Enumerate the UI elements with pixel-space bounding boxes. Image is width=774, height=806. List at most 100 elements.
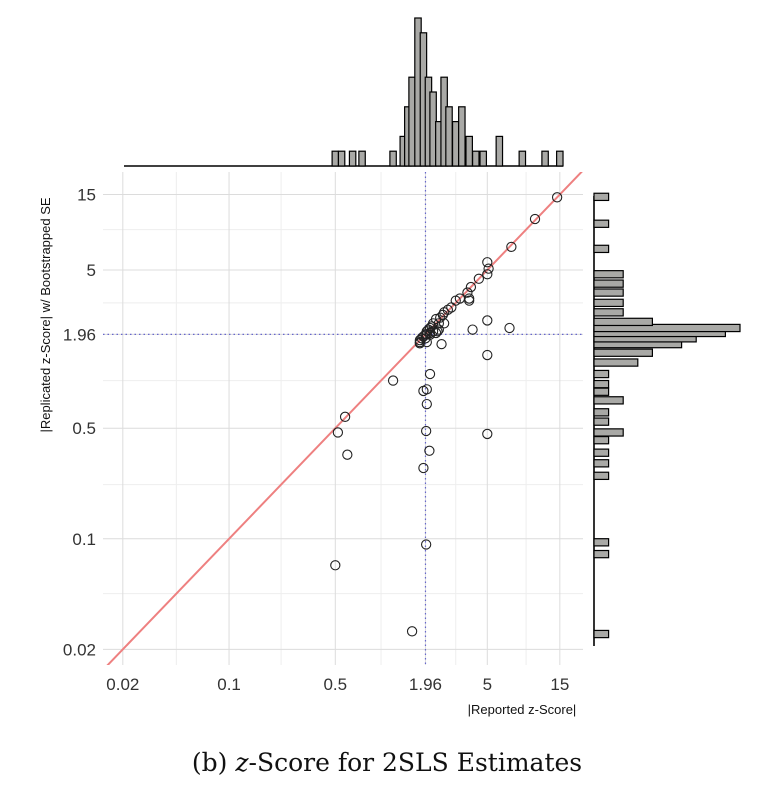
top-histogram-bar-23 bbox=[518, 150, 527, 167]
data-point-6 bbox=[473, 273, 485, 284]
caption-rest: -Score for 2SLS Estimates bbox=[248, 748, 583, 777]
y-tick-label-1: 0.1 bbox=[72, 530, 96, 549]
data-point-47 bbox=[387, 375, 399, 386]
data-point-32 bbox=[433, 324, 444, 335]
data-point-13 bbox=[446, 302, 457, 313]
data-point-17 bbox=[435, 312, 446, 323]
x-tick-labels: 0.02 0.1 0.5 1.96 5 15 bbox=[106, 675, 569, 694]
right-histogram-bar-8 bbox=[593, 417, 610, 426]
data-point-41 bbox=[482, 315, 493, 326]
y-tick-labels: 0.02 0.1 0.5 1.96 5 15 bbox=[63, 186, 96, 660]
right-histogram-bar-10 bbox=[593, 396, 624, 405]
y-tick-label-0: 0.02 bbox=[63, 640, 96, 659]
data-point-1 bbox=[529, 213, 541, 225]
data-point-46 bbox=[482, 349, 493, 361]
right-histogram-bar-21 bbox=[593, 308, 624, 317]
top-histogram-bar-19 bbox=[465, 135, 473, 167]
top-histogram-bar-16 bbox=[445, 106, 453, 167]
top-histogram-bar-21 bbox=[479, 150, 488, 167]
data-point-7 bbox=[465, 281, 477, 293]
top-histogram-bar-5 bbox=[358, 150, 366, 167]
data-point-58 bbox=[418, 462, 429, 474]
x-tick-label-0: 0.02 bbox=[106, 675, 139, 694]
top-histogram-bar-0 bbox=[331, 150, 340, 167]
caption-italic: z bbox=[235, 748, 249, 777]
top-histogram-bar-1 bbox=[337, 150, 346, 167]
reference-lines bbox=[103, 172, 583, 665]
scatter-figure: 0.02 0.1 0.5 1.96 5 15 0.02 0.1 0.5 1.96 5 15 |Rep… bbox=[38, 17, 741, 717]
right-histogram-bar-24 bbox=[593, 279, 624, 288]
data-point-60 bbox=[330, 560, 341, 571]
top-histogram-bar-18 bbox=[458, 106, 466, 167]
data-point-37 bbox=[430, 327, 442, 339]
right-histogram-bar-9 bbox=[593, 408, 610, 417]
y-tick-label-5: 15 bbox=[77, 186, 96, 205]
data-point-59 bbox=[420, 539, 432, 550]
right-histogram-bar-20 bbox=[593, 317, 654, 327]
top-histogram-bar-6 bbox=[389, 150, 397, 167]
data-point-52 bbox=[339, 411, 351, 422]
top-histogram-bar-20 bbox=[471, 150, 480, 167]
y-tick-label-2: 0.5 bbox=[72, 419, 96, 438]
right-histogram-bar-27 bbox=[593, 219, 610, 228]
data-point-50 bbox=[418, 385, 429, 397]
right-histogram-bar-15 bbox=[593, 348, 654, 357]
data-point-44 bbox=[421, 336, 432, 348]
data-point-33 bbox=[438, 318, 450, 329]
right-histogram-bar-1 bbox=[593, 549, 610, 559]
data-point-40 bbox=[467, 324, 478, 335]
right-histogram-bar-11 bbox=[593, 387, 610, 396]
data-point-54 bbox=[420, 425, 432, 437]
data-point-45 bbox=[414, 336, 426, 348]
right-histogram-bar-26 bbox=[593, 244, 610, 254]
right-histogram-bar-6 bbox=[593, 435, 610, 445]
right-histogram-bar-2 bbox=[593, 538, 610, 547]
y-tick-label-4: 5 bbox=[87, 261, 96, 280]
right-histogram-bar-19 bbox=[593, 323, 741, 333]
data-point-4 bbox=[483, 263, 494, 274]
top-histogram-bar-3 bbox=[348, 150, 357, 167]
diagonal-reference-line bbox=[106, 172, 583, 665]
data-point-0 bbox=[551, 192, 563, 203]
top-marginal-histogram bbox=[124, 17, 564, 167]
top-histogram-bar-22 bbox=[495, 135, 504, 167]
data-point-15 bbox=[438, 307, 450, 318]
right-histogram-bar-13 bbox=[593, 369, 610, 379]
right-histogram-bar-25 bbox=[593, 270, 624, 279]
data-point-39 bbox=[424, 329, 436, 340]
figure-caption: (b) z-Score for 2SLS Estimates bbox=[0, 748, 774, 777]
y-tick-label-3: 1.96 bbox=[63, 325, 96, 344]
right-histogram-bar-12 bbox=[593, 379, 610, 389]
data-point-2 bbox=[506, 241, 517, 253]
data-point-36 bbox=[418, 331, 429, 342]
top-histogram-bar-24 bbox=[541, 150, 549, 167]
data-point-9 bbox=[464, 293, 475, 304]
data-point-31 bbox=[427, 326, 439, 337]
right-histogram-bar-7 bbox=[593, 428, 624, 437]
x-tick-label-3: 1.96 bbox=[409, 675, 442, 694]
data-point-10 bbox=[464, 295, 475, 306]
data-point-3 bbox=[482, 257, 493, 268]
x-tick-label-4: 5 bbox=[483, 675, 492, 694]
data-points bbox=[330, 192, 563, 637]
top-histogram-bar-17 bbox=[451, 120, 460, 167]
x-tick-label-5: 15 bbox=[550, 675, 569, 694]
right-histogram-bar-5 bbox=[593, 448, 610, 457]
data-point-56 bbox=[424, 445, 435, 456]
right-marginal-histogram bbox=[593, 192, 741, 646]
top-histogram-bar-25 bbox=[556, 150, 564, 167]
data-point-53 bbox=[332, 427, 344, 438]
data-point-43 bbox=[436, 338, 447, 350]
data-point-8 bbox=[462, 287, 473, 298]
data-point-5 bbox=[482, 269, 493, 280]
data-point-51 bbox=[421, 398, 432, 410]
data-point-48 bbox=[424, 368, 436, 380]
right-histogram-bar-22 bbox=[593, 298, 624, 308]
data-point-61 bbox=[406, 626, 418, 637]
data-point-42 bbox=[504, 322, 515, 334]
data-point-57 bbox=[342, 449, 353, 460]
x-tick-label-2: 0.5 bbox=[323, 675, 347, 694]
right-histogram-bar-4 bbox=[593, 459, 610, 468]
caption-prefix: (b) bbox=[191, 748, 236, 777]
right-histogram-bar-23 bbox=[593, 288, 624, 297]
